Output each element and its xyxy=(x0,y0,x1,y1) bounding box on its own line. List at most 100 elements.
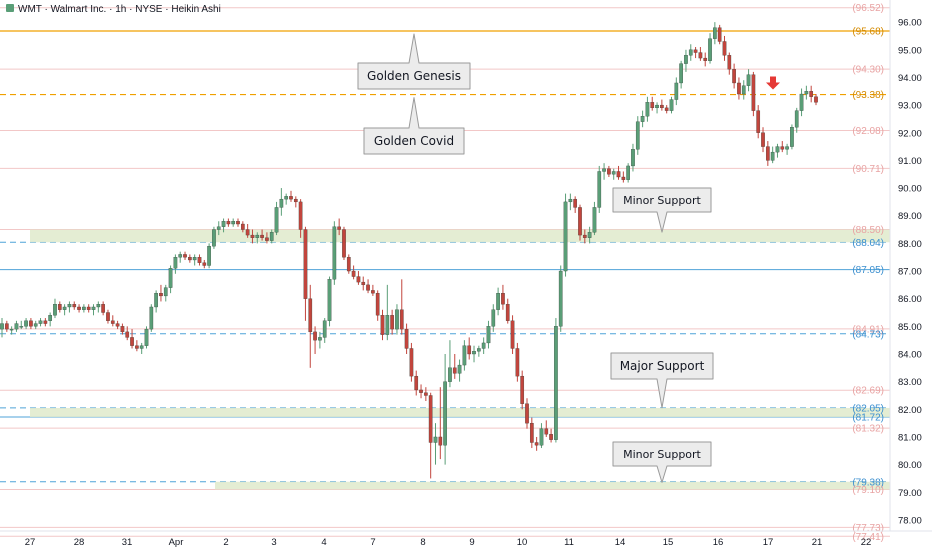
candle-body xyxy=(168,268,173,288)
candle-body xyxy=(110,320,115,324)
time-tick-label: 4 xyxy=(321,537,326,548)
candle-body xyxy=(57,304,62,310)
candle-body xyxy=(375,293,380,316)
candle-body xyxy=(761,132,765,147)
price-tick-label: 95.00 xyxy=(898,45,922,56)
candle-body xyxy=(751,74,756,111)
candle-body xyxy=(428,395,433,443)
candle-body xyxy=(269,232,274,241)
candle-body xyxy=(14,323,19,330)
candle-body xyxy=(419,389,423,393)
callout-label: Minor Support xyxy=(623,448,701,461)
candle-body xyxy=(390,315,394,330)
candle-body xyxy=(260,234,264,238)
candle-body xyxy=(717,27,722,42)
support-zone xyxy=(215,481,890,490)
candle-body xyxy=(472,351,476,355)
candle-body xyxy=(385,315,390,335)
candle-body xyxy=(279,198,284,208)
down-arrow-icon xyxy=(766,76,780,90)
candle-body xyxy=(549,434,553,440)
time-axis[interactable]: 27 28 31 Apr 2 3 4 7 8 9 10 11 14 15 16 17 21 22 xyxy=(25,537,872,548)
candle-body xyxy=(327,279,332,321)
time-tick-label: 31 xyxy=(122,537,133,548)
candle-body xyxy=(120,326,125,333)
candle-body xyxy=(433,436,438,443)
price-tick-label: 89.00 xyxy=(898,211,922,222)
candle-body xyxy=(130,337,134,346)
candle-body xyxy=(448,367,452,382)
candle-body xyxy=(298,201,303,230)
support-zones xyxy=(30,229,890,490)
candle-body xyxy=(785,146,789,150)
candle-body xyxy=(361,281,366,286)
candle-body xyxy=(804,91,809,95)
candle-body xyxy=(611,171,616,175)
candle-body xyxy=(770,151,775,161)
candle-body xyxy=(635,121,640,150)
level-label: (92.08) xyxy=(852,126,884,137)
price-tick-label: 90.00 xyxy=(898,184,922,195)
candle-body xyxy=(106,312,110,321)
candle-body xyxy=(780,146,785,150)
candle-body xyxy=(38,320,43,324)
callouts-layer: Golden Genesis Golden Covid Minor Support M… xyxy=(357,33,714,483)
level-label: (93.38) xyxy=(852,90,884,101)
candle-body xyxy=(722,41,727,56)
candle-body xyxy=(664,107,669,111)
candle-body xyxy=(452,367,457,374)
candle-body xyxy=(558,270,563,327)
candle-body xyxy=(443,381,447,446)
time-tick-label: 16 xyxy=(713,537,724,548)
candle-body xyxy=(351,270,356,277)
candle-body xyxy=(366,284,370,291)
candle-body xyxy=(284,196,289,200)
candle-body xyxy=(226,221,231,225)
level-label: (77.41) xyxy=(852,532,884,543)
candle-body xyxy=(640,116,645,122)
candle-body xyxy=(438,436,443,446)
candle-body xyxy=(207,245,211,266)
candles-layer xyxy=(0,22,818,479)
callout-label: Major Support xyxy=(620,359,705,373)
callout: Golden Genesis xyxy=(357,33,471,90)
candle-body xyxy=(154,293,158,308)
level-label: (88.04) xyxy=(852,238,884,249)
candle-body xyxy=(19,326,24,328)
candle-body xyxy=(313,331,317,341)
candle-body xyxy=(462,345,467,366)
price-tick-label: 86.00 xyxy=(898,294,922,305)
price-tick-label: 82.00 xyxy=(898,405,922,416)
candle-body xyxy=(163,287,168,297)
time-tick-label: 7 xyxy=(370,537,375,548)
candle-body xyxy=(197,257,202,263)
chart-title[interactable]: WMT · Walmart Inc. · 1h · NYSE · Heikin … xyxy=(18,4,221,15)
candle-body xyxy=(380,315,385,335)
candle-body xyxy=(289,196,293,200)
candle-body xyxy=(525,403,529,424)
price-axis[interactable]: 96.00 95.00 94.00 93.00 92.00 91.00 90.00 89.00… xyxy=(898,18,922,527)
callout: Golden Covid xyxy=(363,97,465,155)
sell-marker xyxy=(766,76,780,90)
candle-body xyxy=(539,428,544,446)
candle-body xyxy=(684,55,688,64)
candle-body xyxy=(814,96,818,103)
candle-body xyxy=(496,293,500,310)
price-tick-label: 84.00 xyxy=(898,350,922,361)
level-label: (96.52) xyxy=(852,3,884,14)
candle-body xyxy=(371,290,375,294)
callout-label: Golden Covid xyxy=(374,134,454,148)
candle-body xyxy=(96,304,101,308)
price-tick-label: 78.00 xyxy=(898,515,922,526)
candle-body xyxy=(467,345,472,355)
candle-body xyxy=(578,207,582,236)
candle-body xyxy=(713,27,717,39)
price-tick-label: 92.00 xyxy=(898,128,922,139)
candle-body xyxy=(741,85,746,95)
candle-body xyxy=(293,198,298,203)
candle-body xyxy=(62,306,67,310)
candle-body xyxy=(775,146,780,153)
candle-body xyxy=(216,226,221,230)
callout: Major Support xyxy=(610,352,714,409)
